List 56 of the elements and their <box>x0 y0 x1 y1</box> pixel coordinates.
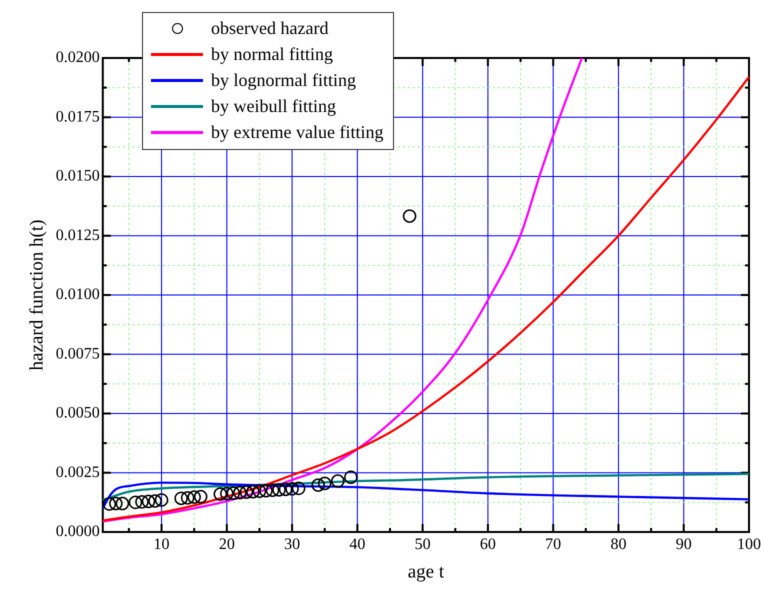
x-tick-label: 80 <box>610 536 626 553</box>
point <box>220 486 234 500</box>
point <box>109 496 123 510</box>
legend-label: by lognormal fitting <box>211 69 356 92</box>
y-tick-label: 0.0200 <box>56 49 100 66</box>
point <box>128 496 142 510</box>
x-tick-label: 60 <box>480 536 496 553</box>
point <box>402 209 416 223</box>
y-tick-label: 0.0175 <box>56 108 100 126</box>
point <box>226 486 240 500</box>
x-tick-label: 70 <box>545 536 562 553</box>
point <box>116 496 130 510</box>
legend-label: observed hazard <box>211 17 328 40</box>
point <box>331 474 345 488</box>
point <box>246 484 260 498</box>
point <box>187 490 201 504</box>
point <box>142 494 156 508</box>
legend-label: by weibull fitting <box>211 95 336 118</box>
x-axis-title: age t <box>408 562 445 583</box>
point <box>174 492 188 506</box>
y-tick-label: 0.0125 <box>56 226 100 244</box>
y-tick-label: 0.0050 <box>56 404 100 422</box>
point <box>259 484 273 498</box>
y-tick-label: 0.0025 <box>56 464 100 481</box>
point <box>311 478 325 492</box>
point <box>344 470 358 484</box>
x-tick-label: 90 <box>676 536 692 553</box>
x-tick-label: 100 <box>737 536 761 553</box>
point <box>266 484 280 498</box>
point <box>292 482 306 496</box>
y-axis-title: hazard function h(t) <box>26 220 48 370</box>
point <box>272 483 286 497</box>
point <box>318 476 332 490</box>
point <box>278 482 292 496</box>
point <box>194 490 208 504</box>
x-tick-label: 30 <box>284 536 300 553</box>
point <box>240 485 254 499</box>
point <box>285 482 299 496</box>
legend-label: by normal fitting <box>211 43 333 66</box>
point <box>252 484 266 498</box>
point <box>102 497 116 511</box>
y-tick-label: 0.0100 <box>56 286 100 304</box>
y-tick-label: 0.0075 <box>56 345 100 362</box>
legend-label: by extreme value fitting <box>211 121 384 144</box>
x-tick-label: 50 <box>414 536 431 553</box>
x-tick-label: 40 <box>349 536 366 553</box>
point <box>233 486 247 500</box>
y-tick-label: 0.0000 <box>56 523 100 540</box>
point <box>214 487 228 501</box>
point <box>154 493 168 507</box>
x-tick-label: 10 <box>154 536 170 553</box>
point <box>148 494 162 508</box>
y-tick-label: 0.0150 <box>56 168 100 185</box>
x-tick-label: 20 <box>218 536 235 553</box>
point <box>180 491 194 505</box>
point <box>135 495 149 509</box>
